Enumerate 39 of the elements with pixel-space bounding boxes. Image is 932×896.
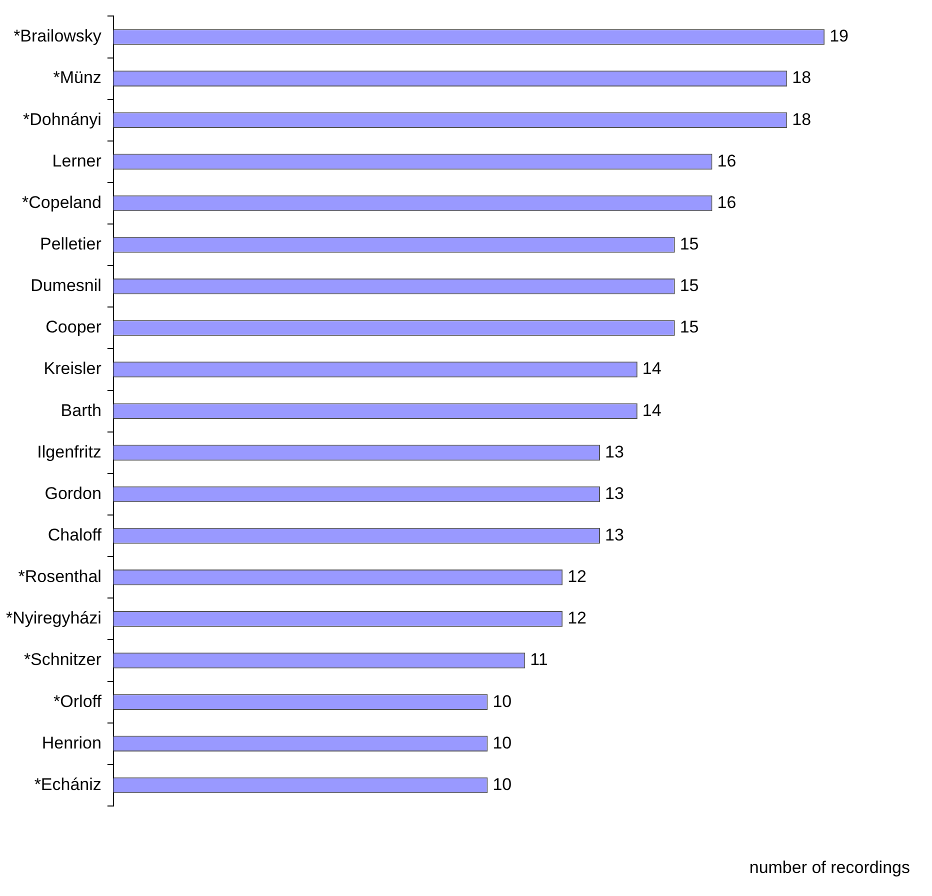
data-label: 12 [568,567,586,586]
data-label: 10 [492,774,512,794]
data-label: 10 [492,733,512,752]
y-tick-label: *Orloff [54,692,102,711]
y-tick-label: Dumesnil [30,276,102,296]
x-axis-title: number of recordings [749,858,910,878]
y-tick-label: Ilgenfritz [37,442,102,462]
data-label: 14 [642,400,662,420]
y-tick-label: *Nyiregyházi [6,608,102,628]
data-label: 15 [680,318,699,337]
data-label: 10 [492,692,512,711]
y-tick-label: Gordon [44,484,102,503]
y-tick-label: Kreisler [44,359,102,378]
y-tick-label: *Copeland [22,192,102,212]
data-label: 19 [830,26,848,46]
y-tick-label: *Echániz [34,774,102,794]
data-label: 18 [792,68,812,88]
data-label: 13 [605,442,624,462]
data-label: 11 [530,650,548,670]
data-label: 16 [717,151,736,170]
data-label: 16 [717,192,736,212]
data-label: 13 [605,484,624,503]
y-tick-label: *Dohnányi [22,110,102,129]
y-tick-label: *Brailowsky [14,26,102,46]
y-tick-label: Pelletier [40,234,102,254]
y-tick-label: Chaloff [48,525,102,544]
data-label: 13 [605,525,624,544]
y-tick-label: Henrion [42,733,102,752]
y-tick-label: Cooper [46,318,102,337]
data-label: 15 [680,276,699,296]
y-tick-label: Lerner [52,151,102,170]
y-tick-label: *Rosenthal [18,567,102,586]
data-label: 12 [568,608,586,628]
data-label: 18 [792,110,812,129]
data-label: 15 [680,234,699,254]
y-tick-label: Barth [60,400,102,420]
y-tick-label: *Schnitzer [24,650,102,670]
data-label: 14 [642,359,662,378]
y-tick-label: *Münz [53,68,102,88]
